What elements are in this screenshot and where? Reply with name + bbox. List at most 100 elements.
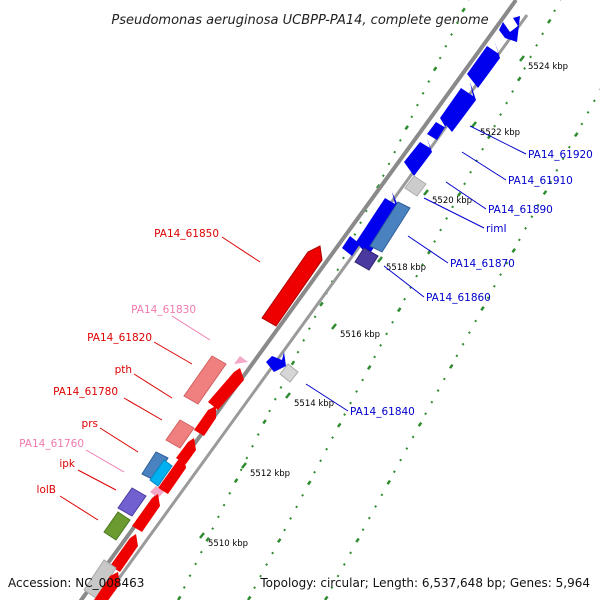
- scale-dot: [342, 256, 345, 260]
- gene-label[interactable]: PA14_61780: [53, 386, 118, 398]
- scale-dot: [424, 412, 428, 416]
- gene-arrow[interactable]: [234, 356, 248, 364]
- gene-arrow[interactable]: [176, 438, 196, 464]
- scale-dot: [393, 150, 397, 154]
- gene-box[interactable]: [183, 355, 227, 405]
- gene-arrow[interactable]: [110, 534, 138, 572]
- scale-dot: [404, 125, 409, 131]
- scale-dot: [319, 459, 323, 463]
- scale-dot: [262, 419, 267, 425]
- scale-dot: [398, 138, 402, 142]
- gene-arrow[interactable]: [467, 40, 500, 88]
- gene-label[interactable]: PA14_61850: [154, 228, 219, 240]
- gene-arrow[interactable]: [94, 572, 120, 600]
- dotted-tracks: [176, 0, 600, 600]
- scale-dot: [245, 456, 249, 460]
- scale-dot: [176, 595, 182, 600]
- gene-label[interactable]: PA14_61920: [528, 149, 593, 161]
- scale-dot: [529, 55, 533, 59]
- scale-dot: [499, 273, 503, 277]
- gene-arrow[interactable]: [150, 486, 164, 498]
- scale-dot: [481, 147, 485, 151]
- gene-label[interactable]: lolB: [37, 484, 56, 496]
- gene-box[interactable]: [149, 459, 173, 487]
- gene-arrow[interactable]: [132, 494, 160, 532]
- gene-label[interactable]: PA14_61890: [488, 204, 553, 216]
- scale-dot: [421, 263, 425, 266]
- gene-arrow[interactable]: [404, 138, 432, 176]
- scale-dot: [295, 505, 299, 509]
- scale-dot: [330, 586, 334, 590]
- scale-dot: [448, 363, 454, 369]
- scale-tick-label: 5524 kbp: [528, 62, 568, 72]
- gene-arrow[interactable]: [194, 406, 216, 436]
- scale-dot: [573, 132, 579, 138]
- gene-box[interactable]: [103, 511, 131, 541]
- scale-dot: [511, 90, 515, 93]
- gene-box[interactable]: [165, 419, 195, 449]
- scale-dot: [265, 563, 269, 566]
- scale-dot: [450, 33, 453, 36]
- gene-label[interactable]: PA14_61860: [426, 292, 491, 304]
- gene-label[interactable]: PA14_61840: [350, 406, 415, 418]
- gene-arrow[interactable]: [499, 16, 520, 42]
- scale-dot: [555, 168, 559, 172]
- scale-dot: [403, 297, 407, 301]
- scale-dot: [319, 301, 324, 307]
- scale-dot: [546, 18, 552, 24]
- gene-box[interactable]: [117, 487, 147, 517]
- leader-line: [383, 265, 425, 298]
- scale-dot: [283, 528, 287, 532]
- scale-dot: [188, 574, 192, 578]
- scale-dot: [290, 360, 296, 366]
- gene-label[interactable]: PA14_61760: [19, 438, 84, 450]
- scale-dot: [374, 505, 378, 508]
- gene-arrow[interactable]: [261, 245, 323, 327]
- gene-arrow[interactable]: [427, 118, 447, 140]
- scale-dot: [541, 32, 545, 36]
- gene-box[interactable]: [404, 175, 427, 197]
- scale-tick-label: 5510 kbp: [208, 539, 248, 549]
- gene-label[interactable]: pth: [115, 364, 132, 376]
- scale-dot: [217, 515, 220, 519]
- gene-box[interactable]: [83, 559, 117, 599]
- gene-box[interactable]: [354, 247, 379, 271]
- gene-arrow[interactable]: [158, 456, 186, 494]
- label-leader-lines: [59, 125, 527, 521]
- scale-dot: [323, 595, 329, 600]
- gene-label[interactable]: PA14_61910: [508, 175, 573, 187]
- scale-dot: [228, 491, 232, 495]
- scale-dot: [433, 240, 437, 243]
- gene-box[interactable]: [279, 363, 299, 383]
- gene-arrow[interactable]: [208, 368, 244, 410]
- scale-tick-label: 5512 kbp: [250, 469, 290, 479]
- gene-label[interactable]: rimI: [486, 223, 507, 235]
- gene-box[interactable]: [369, 201, 411, 253]
- gene-arrow[interactable]: [356, 192, 400, 256]
- scale-dot: [592, 99, 596, 103]
- scale-dot: [349, 551, 353, 555]
- scale-dot: [222, 503, 226, 507]
- gene-label[interactable]: ipk: [59, 458, 76, 470]
- scale-dot: [430, 400, 434, 404]
- scale-dot: [361, 528, 365, 532]
- gene-arrow[interactable]: [440, 82, 476, 132]
- scale-dot: [391, 320, 395, 324]
- scale-dot: [474, 319, 478, 323]
- scale-tick: [285, 392, 291, 399]
- gene-box[interactable]: [141, 451, 169, 481]
- gene-label[interactable]: PA14_61830: [131, 304, 196, 316]
- gene-label[interactable]: PA14_61870: [450, 258, 515, 270]
- leader-line: [153, 341, 193, 365]
- reverse-strand-genes: [83, 245, 323, 600]
- scale-dot: [239, 468, 243, 472]
- gene-arrow[interactable]: [342, 236, 360, 256]
- scale-tick-label: 5522 kbp: [480, 128, 520, 138]
- leader-line: [99, 427, 139, 453]
- map-title: Pseudomonas aeruginosa UCBPP-PA14, compl…: [111, 13, 488, 28]
- gene-arrow[interactable]: [266, 352, 286, 372]
- leader-line: [85, 449, 125, 473]
- scale-dot: [367, 516, 371, 520]
- gene-label[interactable]: prs: [82, 418, 98, 430]
- gene-label[interactable]: PA14_61820: [87, 332, 152, 344]
